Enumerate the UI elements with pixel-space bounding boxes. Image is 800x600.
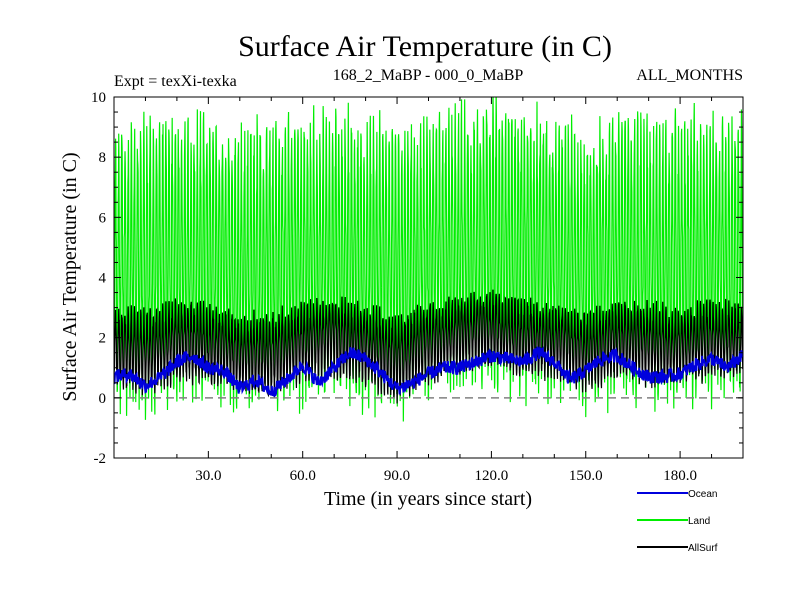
- x-tick-label: 150.0: [569, 468, 603, 484]
- y-axis: -2 0 2 4 6 8 10: [91, 90, 743, 467]
- plot-area: [114, 97, 743, 422]
- legend-label-land: Land: [688, 516, 710, 527]
- months-label: ALL_MONTHS: [636, 67, 743, 84]
- x-tick-label: 180.0: [663, 468, 697, 484]
- x-tick-label: 120.0: [475, 468, 509, 484]
- y-tick-label: 2: [99, 331, 107, 347]
- period-label: 168_2_MaBP - 000_0_MaBP: [333, 67, 524, 84]
- y-tick-label: 10: [91, 90, 106, 106]
- x-tick-label: 30.0: [195, 468, 221, 484]
- series-line-ocean: [114, 346, 743, 398]
- experiment-label: Expt = texXi-texka: [114, 73, 237, 90]
- chart-title: Surface Air Temperature (in C): [238, 30, 612, 63]
- series-line-allsurf: [114, 289, 743, 404]
- x-axis: 30.0 60.0 90.0 120.0 150.0 180.0: [144, 97, 713, 484]
- x-tick-label: 90.0: [384, 468, 410, 484]
- y-tick-label: -2: [94, 451, 107, 467]
- x-tick-label: 60.0: [290, 468, 316, 484]
- legend: Ocean Land AllSurf: [637, 489, 718, 554]
- plot-frame: [113, 96, 744, 459]
- legend-label-ocean: Ocean: [688, 489, 717, 500]
- y-tick-label: 4: [99, 271, 107, 287]
- legend-label-allsurf: AllSurf: [688, 543, 718, 554]
- series-line-land: [114, 97, 743, 422]
- y-tick-label: 6: [99, 210, 107, 226]
- y-tick-label: 8: [99, 150, 107, 166]
- x-axis-label: Time (in years since start): [324, 488, 532, 510]
- y-tick-label: 0: [99, 391, 107, 407]
- y-axis-label: Surface Air Temperature (in C): [59, 152, 81, 401]
